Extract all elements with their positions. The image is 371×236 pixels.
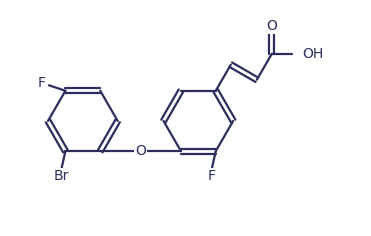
Text: Br: Br bbox=[53, 169, 69, 183]
Text: O: O bbox=[135, 144, 146, 158]
Text: F: F bbox=[37, 76, 46, 90]
Text: F: F bbox=[207, 169, 215, 183]
Text: O: O bbox=[266, 19, 277, 33]
Text: OH: OH bbox=[302, 47, 324, 61]
